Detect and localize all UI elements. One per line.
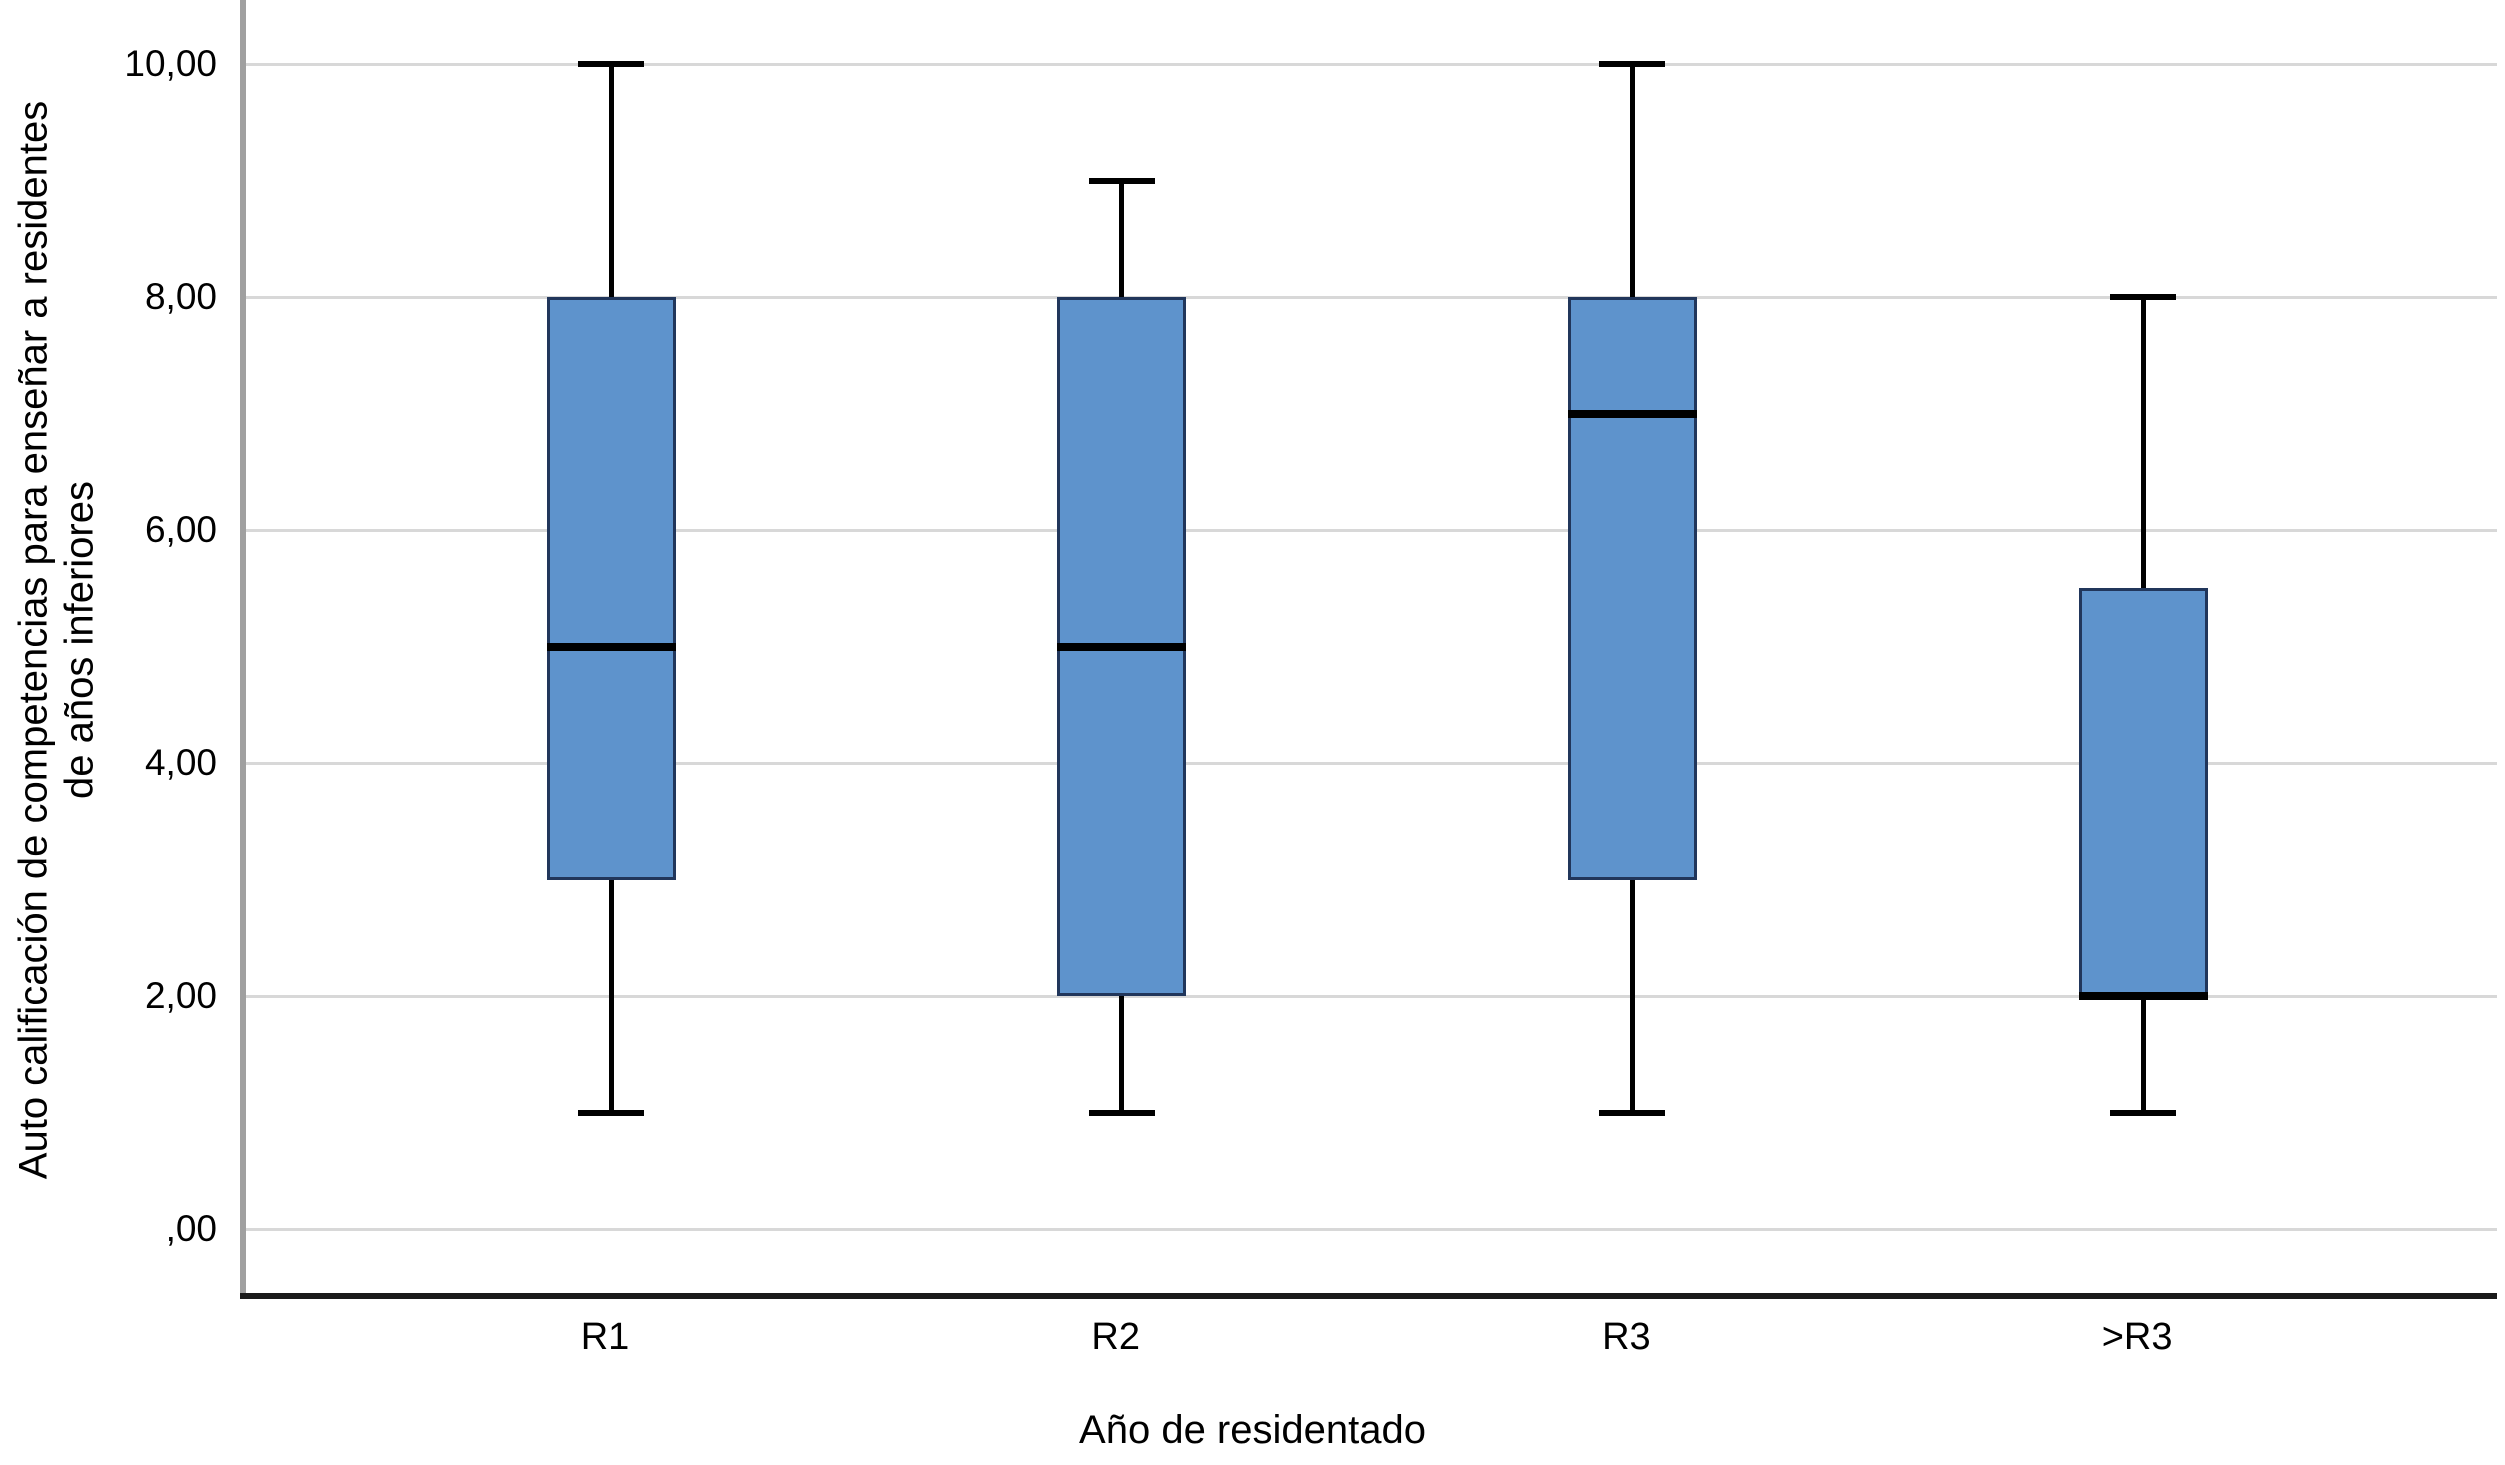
- boxplot-box: [1567, 297, 1697, 880]
- whisker-cap: [1088, 1109, 1155, 1116]
- gridline: [246, 994, 2497, 998]
- gridline: [246, 62, 2497, 66]
- x-tick-label: >R3: [2101, 1316, 2173, 1358]
- median-line: [546, 642, 676, 651]
- y-tick-label: ,00: [165, 1208, 217, 1249]
- y-tick-label: 2,00: [144, 975, 217, 1016]
- median-line: [1567, 409, 1697, 418]
- gridline: [246, 528, 2497, 532]
- whisker-cap: [1088, 177, 1155, 184]
- x-tick-label: R2: [1091, 1316, 1140, 1358]
- gridline: [246, 295, 2497, 299]
- x-axis-title: Año de residentado: [1079, 1408, 1426, 1452]
- whisker-cap: [1599, 1109, 1666, 1116]
- whisker-cap: [2110, 1109, 2177, 1116]
- whisker-cap: [578, 61, 644, 67]
- gridline: [246, 761, 2497, 765]
- gridline: [246, 1227, 2497, 1231]
- boxplot-box: [2078, 588, 2208, 996]
- y-tick-label: 10,00: [124, 43, 217, 84]
- y-tick-label: 8,00: [144, 276, 217, 317]
- x-tick-label: R1: [580, 1316, 630, 1358]
- x-tick-label: R3: [1602, 1316, 1651, 1358]
- y-tick-label: 4,00: [144, 742, 217, 783]
- whisker-cap: [578, 1109, 644, 1116]
- median-line: [2078, 992, 2208, 1000]
- whisker-cap: [1599, 61, 1666, 67]
- median-line: [1057, 642, 1187, 651]
- y-tick-label: 6,00: [144, 509, 217, 550]
- whisker-cap: [2110, 294, 2177, 300]
- boxplot-box: [546, 297, 676, 880]
- y-axis-title: Auto calificación de competencias para e…: [11, 100, 102, 1180]
- x-axis-line: [240, 1293, 2497, 1299]
- plot-area: [240, 0, 2497, 1299]
